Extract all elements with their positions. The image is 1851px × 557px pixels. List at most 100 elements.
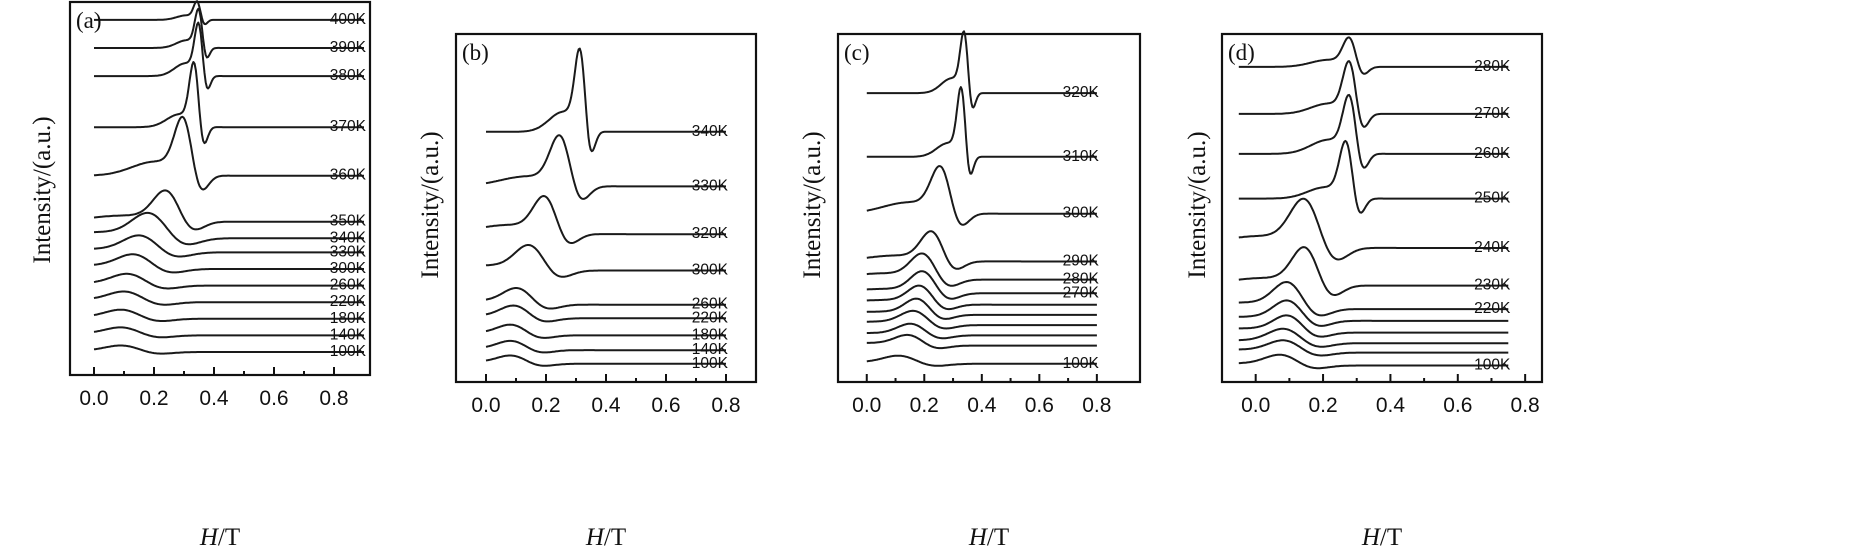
series-label: 350K: [330, 213, 367, 230]
series-curve: [1238, 353, 1509, 370]
series-curve: [866, 230, 1097, 270]
series-curve: [1238, 281, 1509, 317]
series-curve: [866, 165, 1097, 226]
series-curve: [485, 287, 726, 310]
y-axis-label: Intensity/(a.u.): [1184, 131, 1211, 278]
series-label: 330K: [330, 243, 367, 260]
series-curve: [1238, 299, 1509, 327]
series-label: 400K: [330, 11, 367, 28]
series-curve: [94, 7, 364, 59]
series-label: 260K: [330, 277, 367, 294]
series-curve: [485, 134, 726, 200]
series-curve: [93, 115, 364, 191]
x-tick-label: 0.0: [1241, 394, 1270, 417]
series-curve: [1238, 314, 1509, 338]
x-tick-label: 0.2: [531, 394, 560, 417]
series-label: 220K: [330, 293, 367, 310]
series-curve: [866, 284, 1097, 311]
series-curve: [485, 339, 726, 354]
x-tick-label: 0.8: [711, 394, 740, 417]
series-label: 300K: [1063, 205, 1100, 222]
y-axis-label: Intensity/(a.u.): [799, 131, 826, 278]
x-tick-label: 0.2: [139, 387, 168, 410]
series-curve: [486, 47, 726, 153]
series-label: 320K: [1063, 84, 1100, 101]
series-curve: [866, 322, 1097, 340]
panel-a: 0.0 0.2 0.4 0.6 0.8400K390K380K370K360K350K3…: [29, 0, 372, 551]
series-label: 390K: [330, 39, 367, 56]
series-label: 220K: [1474, 300, 1511, 317]
series-label: 280K: [1063, 271, 1100, 288]
panel-frame: [1220, 32, 1544, 384]
series-curve: [94, 61, 364, 145]
series-curve: [93, 308, 364, 322]
series-curve: [94, 234, 364, 258]
y-axis-label: Intensity/(a.u.): [417, 131, 444, 278]
x-tick-label: 0.2: [910, 394, 939, 417]
series-curve: [866, 309, 1097, 330]
series-label: 180K: [692, 326, 729, 343]
series-curve: [94, 211, 364, 246]
series-curve: [1238, 93, 1509, 169]
series-curve: [1238, 197, 1509, 261]
series-label: 300K: [692, 262, 729, 279]
series-label: 320K: [692, 225, 729, 242]
series-label: 310K: [1063, 148, 1100, 165]
series-label: 250K: [1474, 190, 1511, 207]
series-curve: [866, 333, 1097, 350]
panel-label: (b): [462, 40, 489, 65]
series-curve: [1238, 246, 1509, 296]
x-tick-label: 0.6: [1443, 394, 1472, 417]
series-label: 270K: [1063, 284, 1100, 301]
x-tick-label: 0.6: [651, 394, 680, 417]
x-tick-label: 0.4: [591, 394, 621, 417]
series-label: 140K: [330, 326, 367, 343]
series-curve: [485, 244, 726, 278]
series-curve: [1238, 36, 1509, 75]
x-axis-label: H/T: [585, 524, 626, 551]
x-tick-label: 0.8: [319, 387, 348, 410]
x-tick-label: 0.6: [1025, 394, 1054, 417]
x-tick-label: 0.0: [852, 394, 881, 417]
series-label: 240K: [1474, 239, 1511, 256]
series-curve: [1238, 339, 1509, 357]
series-curve: [1238, 139, 1509, 214]
series-curve: [93, 344, 364, 355]
series-curve: [94, 0, 364, 26]
x-tick-label: 0.0: [471, 394, 500, 417]
x-tick-label: 0.8: [1082, 394, 1111, 417]
series-label: 140K: [692, 341, 729, 358]
series-curve: [93, 189, 364, 231]
series-label: 260K: [1474, 145, 1511, 162]
x-axis-label: H/T: [968, 524, 1009, 551]
series-label: 100K: [330, 343, 367, 360]
x-tick-label: 0.2: [1308, 394, 1337, 417]
series-label: 340K: [330, 229, 367, 246]
panel-frame: [836, 32, 1142, 384]
series-curve: [485, 323, 726, 339]
panel-label: (a): [76, 8, 102, 33]
series-label: 180K: [330, 310, 367, 327]
series-curve: [93, 272, 364, 290]
series-curve: [1238, 327, 1509, 348]
series-label: 260K: [692, 296, 729, 313]
x-tick-label: 0.8: [1511, 394, 1540, 417]
x-tick-label: 0.4: [199, 387, 229, 410]
series-label: 340K: [692, 123, 729, 140]
series-curve: [93, 290, 364, 306]
series-curve: [93, 326, 364, 339]
series-curve: [866, 252, 1097, 287]
series-curve: [1238, 60, 1509, 128]
panel-label: (d): [1228, 40, 1255, 65]
x-tick-label: 0.4: [967, 394, 997, 417]
series-curve: [866, 86, 1097, 175]
series-label: 230K: [1474, 277, 1511, 294]
series-curve: [866, 354, 1097, 367]
series-label: 290K: [1063, 252, 1100, 269]
x-tick-label: 0.0: [79, 387, 108, 410]
series-label: 360K: [330, 167, 367, 184]
series-label: 270K: [1474, 105, 1511, 122]
series-label: 330K: [692, 177, 729, 194]
series-curve: [866, 297, 1097, 320]
